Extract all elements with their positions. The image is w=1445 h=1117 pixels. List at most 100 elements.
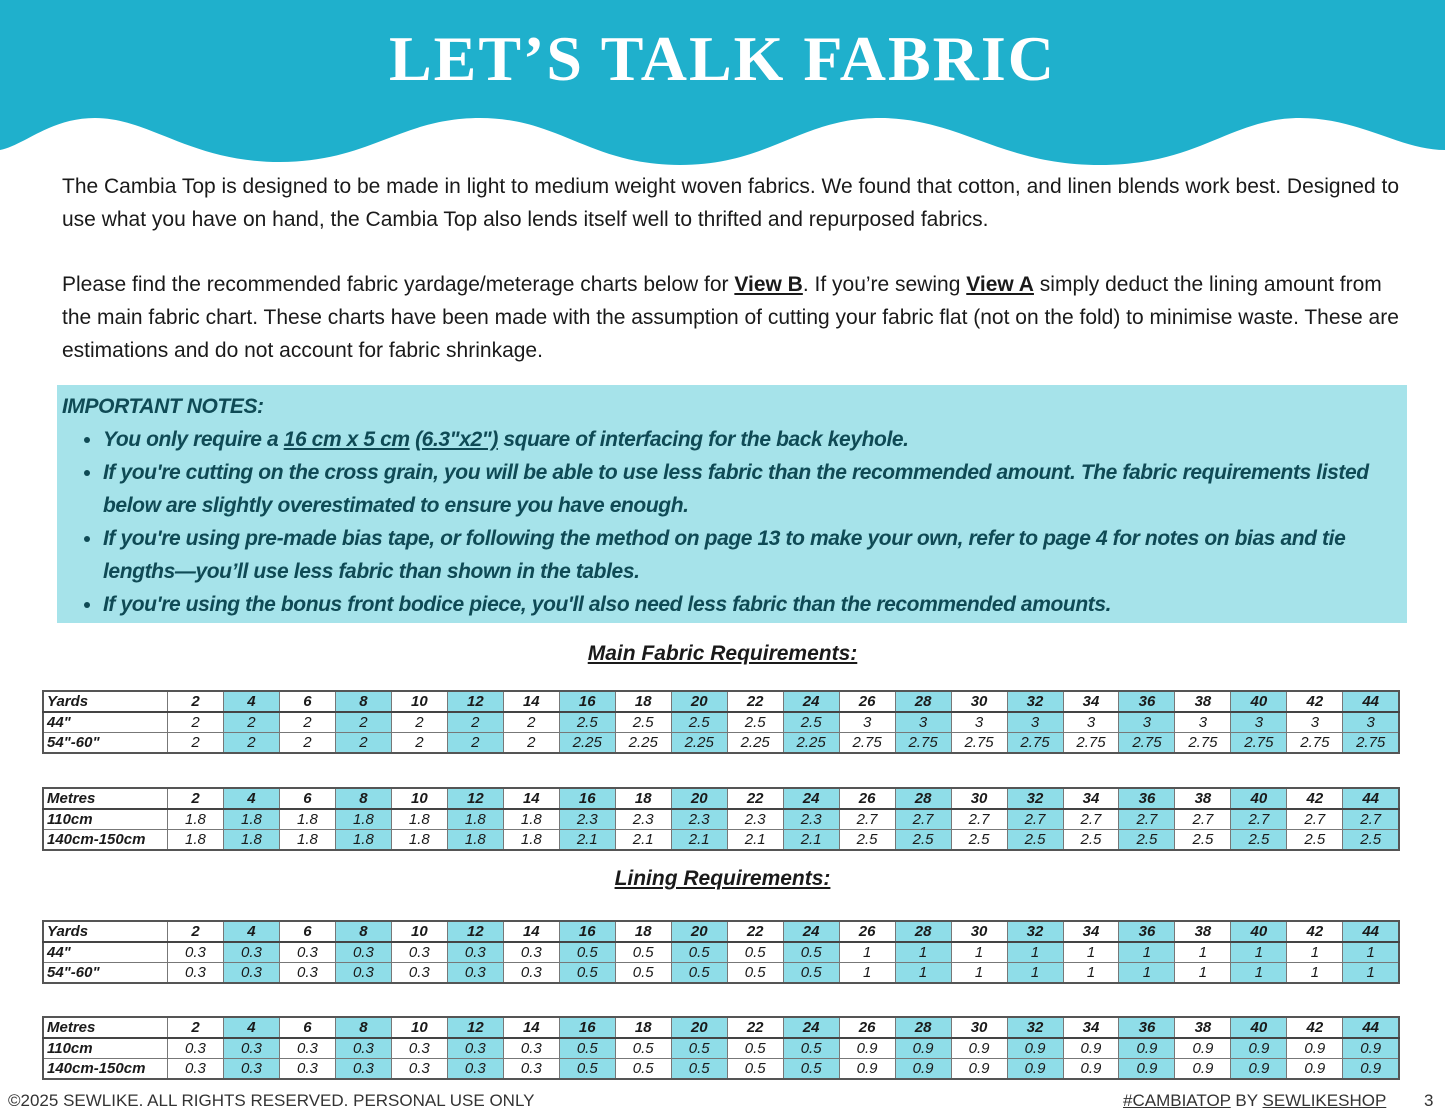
intro-paragraph-1: The Cambia Top is designed to be made in… (62, 175, 1399, 231)
size-header-cell: 18 (614, 787, 672, 810)
row-label: 140cm-150cm (42, 1058, 168, 1080)
amount-cell: 2.3 (782, 808, 840, 830)
amount-cell: 1.8 (278, 829, 336, 851)
size-header-cell: 42 (1286, 690, 1344, 713)
size-header-cell: 44 (1342, 1016, 1400, 1039)
amount-cell: 0.9 (1006, 1058, 1064, 1080)
size-header-cell: 24 (782, 787, 840, 810)
hashtag-link[interactable]: #CAMBIATOP (1123, 1091, 1231, 1110)
amount-cell: 2.7 (1286, 808, 1344, 830)
table-row: 110cm 0.3 0.3 0.3 0.3 0.3 0.3 0.3 0.5 0.5 0.5 0.5 0.… (42, 1037, 1400, 1059)
amount-cell: 0.9 (1062, 1058, 1120, 1080)
amount-cell: 2.7 (1174, 808, 1232, 830)
size-header-cell: 36 (1118, 1016, 1176, 1039)
table-row: 44" 0.3 0.3 0.3 0.3 0.3 0.3 0.3 0.5 0.5 0.5 0.5 0.5 1… (42, 941, 1400, 963)
lining-title: Lining Requirements: (0, 867, 1445, 891)
size-header-cell: 26 (838, 690, 896, 713)
intro-paragraph-2: Please find the recommended fabric yarda… (62, 268, 1402, 367)
size-header-cell: 32 (1006, 920, 1064, 943)
size-header-cell: 24 (782, 1016, 840, 1039)
amount-cell: 0.3 (167, 1037, 224, 1059)
size-header-cell: 14 (502, 787, 560, 810)
amount-cell: 3 (1006, 711, 1064, 733)
amount-cell: 0.5 (782, 941, 840, 963)
amount-cell: 2.1 (614, 829, 672, 851)
size-header-cell: 2 (167, 920, 224, 943)
amount-cell: 1 (838, 962, 896, 984)
footer-by: BY (1230, 1091, 1263, 1110)
amount-cell: 2.5 (1006, 829, 1064, 851)
amount-cell: 1 (1230, 941, 1288, 963)
row-label: Metres (42, 787, 168, 810)
amount-cell: 1.8 (334, 808, 392, 830)
table-header-row: Yards 2 4 6 8 10 12 14 16 18 20 22 24 26 28 30 32 34 36 38 4… (42, 920, 1400, 943)
amount-cell: 3 (1174, 711, 1232, 733)
amount-cell: 0.9 (1342, 1058, 1400, 1080)
size-header-cell: 12 (446, 1016, 504, 1039)
size-header-cell: 18 (614, 920, 672, 943)
lining-title-text: Lining Requirements: (614, 867, 831, 890)
amount-cell: 1 (1342, 962, 1400, 984)
row-label: 110cm (42, 808, 168, 830)
amount-cell: 2.5 (726, 711, 784, 733)
size-header-cell: 4 (222, 690, 280, 713)
lining-metres-table: Metres 2 4 6 8 10 12 14 16 18 20 22 24 26 28 30 32 34 36 38… (42, 1016, 1400, 1080)
size-header-cell: 34 (1062, 787, 1120, 810)
amount-cell: 2.25 (726, 732, 784, 754)
amount-cell: 2 (390, 732, 448, 754)
row-label: 110cm (42, 1037, 168, 1059)
note-text: You only require a (103, 428, 284, 451)
amount-cell: 2.75 (950, 732, 1008, 754)
size-header-cell: 28 (894, 787, 952, 810)
amount-cell: 0.5 (614, 1058, 672, 1080)
amount-cell: 2.75 (1118, 732, 1176, 754)
amount-cell: 2 (502, 732, 560, 754)
shop-link[interactable]: SEWLIKESHOP (1262, 1091, 1387, 1110)
amount-cell: 0.5 (782, 1037, 840, 1059)
note-item: If you're using pre-made bias tape, or f… (103, 522, 1403, 588)
size-header-cell: 8 (334, 690, 392, 713)
note-item: If you're using the bonus front bodice p… (103, 588, 1403, 621)
size-header-cell: 16 (558, 690, 616, 713)
amount-cell: 0.5 (726, 941, 784, 963)
amount-cell: 1 (950, 962, 1008, 984)
amount-cell: 3 (1118, 711, 1176, 733)
size-header-cell: 4 (222, 787, 280, 810)
size-header-cell: 26 (838, 920, 896, 943)
amount-cell: 1 (1118, 941, 1176, 963)
size-header-cell: 44 (1342, 690, 1400, 713)
amount-cell: 2 (222, 711, 280, 733)
amount-cell: 0.9 (894, 1037, 952, 1059)
size-header-cell: 40 (1230, 690, 1288, 713)
amount-cell: 1.8 (502, 808, 560, 830)
amount-cell: 0.3 (446, 1037, 504, 1059)
amount-cell: 2.3 (614, 808, 672, 830)
intro-text: simply deduct the lining amount from the… (62, 273, 1399, 362)
size-header-cell: 6 (278, 920, 336, 943)
amount-cell: 1 (1286, 962, 1344, 984)
size-header-cell: 34 (1062, 920, 1120, 943)
amount-cell: 3 (950, 711, 1008, 733)
header-wave-banner (0, 0, 1445, 165)
amount-cell: 0.5 (558, 962, 616, 984)
size-header-cell: 2 (167, 1016, 224, 1039)
amount-cell: 0.9 (838, 1037, 896, 1059)
row-label: 54"-60" (42, 962, 168, 984)
amount-cell: 0.5 (726, 962, 784, 984)
size-header-cell: 14 (502, 1016, 560, 1039)
amount-cell: 0.9 (1286, 1058, 1344, 1080)
amount-cell: 3 (1230, 711, 1288, 733)
amount-cell: 2 (167, 711, 224, 733)
page-number: 3 (1424, 1091, 1434, 1110)
amount-cell: 0.3 (278, 941, 336, 963)
view-a-link: View A (966, 273, 1034, 296)
amount-cell: 1.8 (334, 829, 392, 851)
size-header-cell: 34 (1062, 690, 1120, 713)
size-header-cell: 32 (1006, 690, 1064, 713)
amount-cell: 2.1 (670, 829, 728, 851)
amount-cell: 2.1 (558, 829, 616, 851)
amount-cell: 0.5 (614, 1037, 672, 1059)
amount-cell: 1 (1118, 962, 1176, 984)
amount-cell: 2.25 (670, 732, 728, 754)
footer-credit: #CAMBIATOP BY SEWLIKESHOP (1123, 1091, 1386, 1111)
